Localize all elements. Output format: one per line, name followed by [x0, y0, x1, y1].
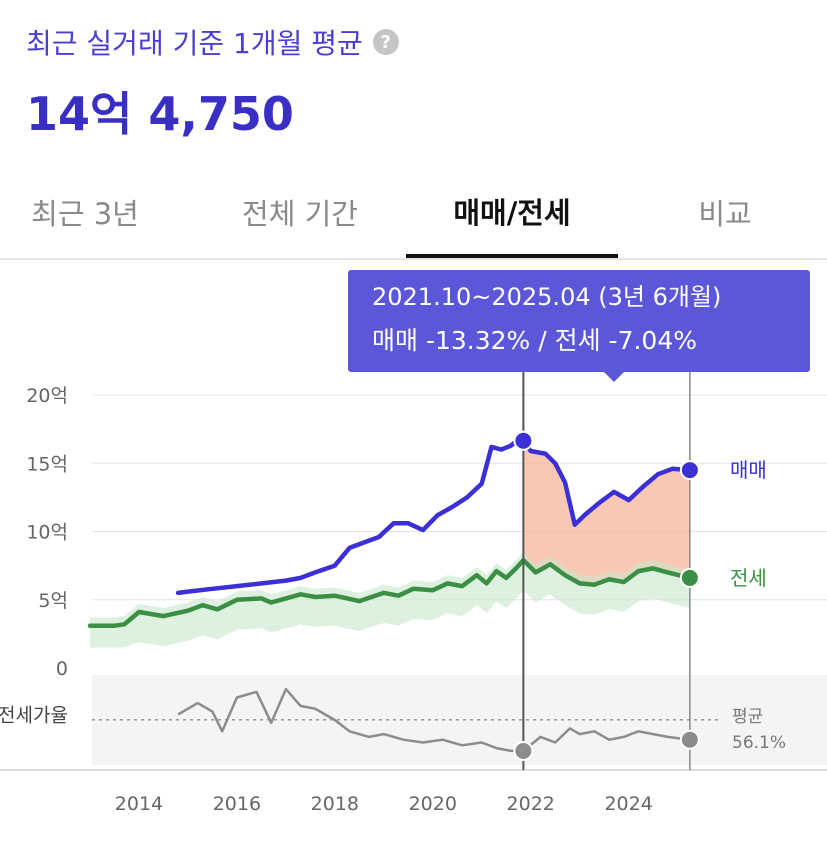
- ratio-start-marker: [513, 740, 534, 761]
- ratio-average-value: 56.1%: [732, 733, 786, 753]
- x-tick-label: 2022: [507, 793, 555, 815]
- x-tick-label: 2020: [409, 793, 457, 815]
- y-tick-label: 20억: [26, 385, 68, 407]
- tooltip-box: [348, 270, 810, 372]
- ratio-panel-bg: [92, 675, 827, 765]
- tooltip-change: 매매 -13.32% / 전세 -7.04%: [372, 326, 697, 355]
- tab-bar: 최근 3년 전체 기간 매매/전세 비교: [0, 168, 827, 260]
- sale-end-marker: [679, 460, 700, 481]
- tab-recent-3-years[interactable]: 최근 3년: [31, 197, 139, 231]
- jeonse-series-label: 전세: [730, 566, 767, 590]
- sale-price-line: [175, 435, 693, 596]
- average-price: 14억 4,750: [26, 87, 294, 141]
- sale-start-marker: [513, 430, 534, 451]
- x-tick-label: 2024: [604, 793, 652, 815]
- jeonse-ratio-line: [177, 687, 691, 753]
- ratio-average-label: 평균: [732, 707, 763, 727]
- tab-compare[interactable]: 비교: [698, 197, 752, 231]
- ratio-panel-label: 전세가율: [0, 705, 68, 727]
- sale-series-label: 매매: [730, 458, 767, 482]
- x-tick-label: 2016: [213, 793, 261, 815]
- x-tick-label: 2014: [115, 793, 163, 815]
- question-circle-icon[interactable]: ?: [372, 29, 399, 55]
- page-title-text: 최근 실거래 기준 1개월 평균: [26, 27, 363, 60]
- y-tick-label: 5억: [38, 590, 68, 612]
- tab-sale-jeonse[interactable]: 매매/전세: [406, 168, 618, 258]
- highlight-range-fill: [523, 440, 690, 585]
- y-tick-label: 0: [56, 658, 68, 680]
- y-tick-label: 10억: [26, 522, 68, 544]
- jeonse-range-band: [90, 551, 690, 648]
- tab-all-period[interactable]: 전체 기간: [242, 197, 358, 231]
- jeonse-end-marker: [679, 567, 700, 588]
- y-tick-label: 15억: [26, 453, 68, 475]
- price-chart[interactable]: 20억 15억 10억 5억 0 2014 2016 2018 2020 2022 2024 매매전세…: [0, 260, 827, 849]
- tooltip-pointer: [604, 372, 624, 382]
- tooltip-period: 2021.10~2025.04 (3년 6개월): [372, 283, 721, 311]
- ratio-end-marker: [679, 729, 700, 750]
- range-tooltip: 2021.10~2025.04 (3년 6개월) 매매 -13.32% / 전세 …: [348, 270, 810, 382]
- page-title: 최근 실거래 기준 1개월 평균 ?: [26, 22, 399, 62]
- jeonse-price-line: [87, 557, 693, 628]
- x-tick-label: 2018: [311, 793, 359, 815]
